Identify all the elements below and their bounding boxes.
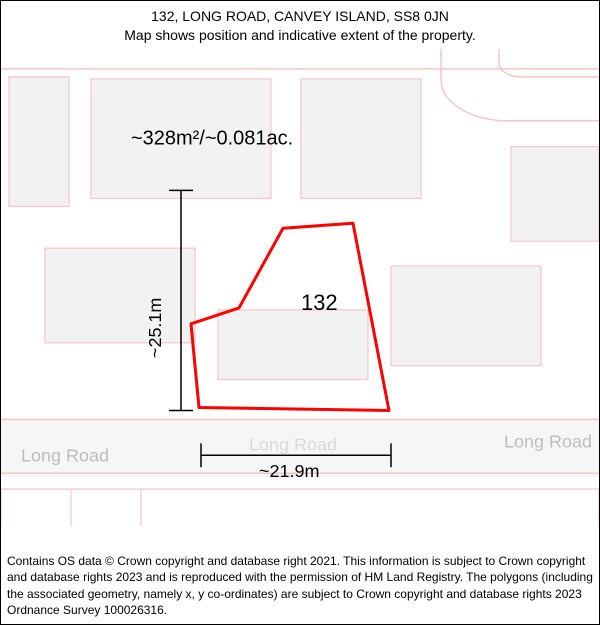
map-card: 132, LONG ROAD, CANVEY ISLAND, SS8 0JN M… <box>0 0 600 625</box>
road-label: Long Road <box>21 445 109 465</box>
road-label: Long Road <box>249 434 337 454</box>
header: 132, LONG ROAD, CANVEY ISLAND, SS8 0JN M… <box>1 1 599 45</box>
height-label: ~25.1m <box>145 298 165 358</box>
title: 132, LONG ROAD, CANVEY ISLAND, SS8 0JN <box>1 7 599 26</box>
road-label: Long Road <box>504 431 592 451</box>
building-132 <box>218 310 368 380</box>
width-label: ~21.9m <box>259 461 320 481</box>
area-label: ~328m²/~0.081ac. <box>131 128 293 150</box>
property-map: Long Road Long Road Long Road ~328m²/~0.081… <box>1 49 599 526</box>
attribution-text: Contains OS data © Crown copyright and d… <box>7 553 593 618</box>
map-area: Long Road Long Road Long Road ~328m²/~0.081… <box>1 49 599 526</box>
subtitle: Map shows position and indicative extent… <box>1 26 599 45</box>
house-number-label: 132 <box>301 290 338 315</box>
